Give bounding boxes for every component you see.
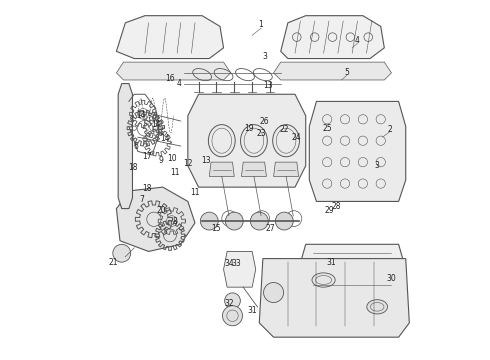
Text: 10: 10 [167,154,176,163]
Text: 21: 21 [108,258,118,267]
Text: 3: 3 [375,161,380,170]
Text: 20: 20 [156,206,166,215]
Text: 30: 30 [387,274,396,283]
Circle shape [225,212,243,230]
Text: 4: 4 [176,79,181,88]
Text: 29: 29 [324,206,334,215]
Text: 9: 9 [159,156,164,165]
Text: 28: 28 [331,202,341,211]
Polygon shape [309,102,406,202]
Polygon shape [273,62,392,80]
Polygon shape [281,16,384,59]
Text: 2: 2 [387,126,392,135]
Text: 32: 32 [224,299,234,308]
Text: 17: 17 [142,152,151,161]
Text: 12: 12 [183,159,193,168]
Circle shape [224,293,241,309]
Text: 7: 7 [139,195,144,204]
Text: 13: 13 [201,156,211,165]
Text: 22: 22 [279,126,289,135]
Polygon shape [209,162,234,176]
Text: 5: 5 [344,68,349,77]
Polygon shape [259,258,409,337]
Text: 18: 18 [128,163,137,172]
Text: 6: 6 [134,141,139,150]
Text: 15: 15 [212,224,221,233]
Text: 1: 1 [259,20,264,29]
Polygon shape [117,16,223,59]
Text: 13: 13 [264,81,273,90]
Circle shape [200,212,218,230]
Text: 23: 23 [256,129,266,138]
Polygon shape [298,244,406,294]
Polygon shape [242,162,267,176]
Text: 11: 11 [171,168,180,177]
Ellipse shape [367,300,388,314]
Text: 14: 14 [137,111,146,120]
Text: 34: 34 [224,260,234,269]
Circle shape [250,212,268,230]
Text: 24: 24 [292,132,302,141]
Text: 25: 25 [322,124,332,133]
Circle shape [222,306,243,326]
Text: 14: 14 [160,134,170,143]
Text: 19: 19 [244,124,253,133]
Polygon shape [118,84,132,208]
Ellipse shape [312,273,335,287]
Circle shape [308,275,318,285]
Polygon shape [117,62,231,80]
Text: 4: 4 [355,36,360,45]
Text: 31: 31 [247,306,257,315]
Text: 11: 11 [190,188,200,197]
Text: 3: 3 [262,52,267,61]
Polygon shape [117,187,195,251]
Polygon shape [273,162,298,176]
Text: 18: 18 [142,184,151,193]
Text: 26: 26 [260,117,270,126]
Circle shape [113,244,131,262]
Text: 27: 27 [265,224,275,233]
Polygon shape [188,94,306,187]
Polygon shape [223,251,256,287]
Text: 16: 16 [165,74,175,83]
Text: 33: 33 [231,260,241,269]
Text: 31: 31 [326,258,336,267]
Text: 14: 14 [151,120,161,129]
Circle shape [264,283,284,302]
Text: 8: 8 [173,217,178,226]
Circle shape [275,212,293,230]
